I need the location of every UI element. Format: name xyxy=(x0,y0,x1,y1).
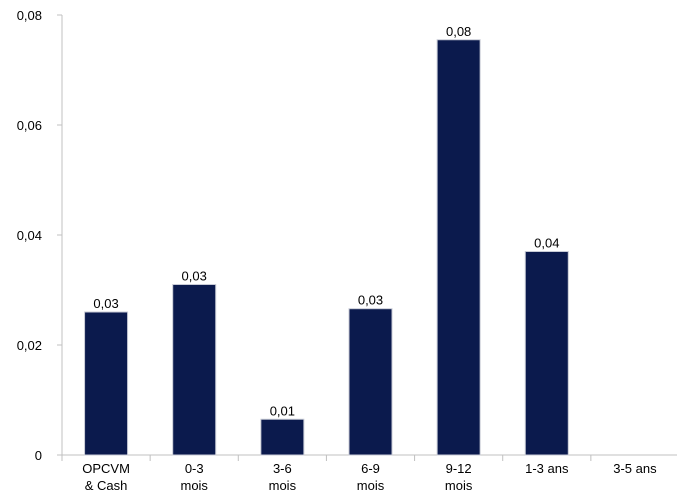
data-label: 0,03 xyxy=(182,269,207,284)
x-category-label: 1-3 ans xyxy=(525,461,569,476)
data-labels: 0,03 0,03 0,01 0,03 0,08 0,04 xyxy=(93,24,559,419)
data-label: 0,01 xyxy=(270,403,295,418)
data-label: 0,03 xyxy=(93,296,118,311)
bar xyxy=(260,418,305,456)
chart-bars xyxy=(84,39,569,456)
x-axis-categories: OPCVM & Cash 0-3 mois 3-6 mois 6-9 mois 9-12 mois… xyxy=(82,461,657,493)
y-axis-ticks: 0 0,02 0,04 0,06 0,08 xyxy=(17,8,62,463)
bar xyxy=(84,311,129,456)
data-label: 0,04 xyxy=(534,236,559,251)
data-label: 0,08 xyxy=(446,24,471,39)
data-label: 0,03 xyxy=(358,293,383,308)
bar xyxy=(524,251,569,456)
x-category-label: OPCVM & Cash xyxy=(82,461,130,493)
bar xyxy=(436,39,481,456)
x-category-label: 0-3 mois xyxy=(180,461,208,493)
x-category-label: 9-12 mois xyxy=(445,461,473,493)
bar xyxy=(172,284,217,456)
x-category-label: 6-9 mois xyxy=(357,461,385,493)
y-tick-label: 0,08 xyxy=(17,8,42,23)
y-tick-label: 0,06 xyxy=(17,118,42,133)
x-category-label: 3-5 ans xyxy=(613,461,657,476)
y-tick-label: 0,04 xyxy=(17,228,42,243)
bar xyxy=(348,308,393,456)
y-tick-label: 0,02 xyxy=(17,338,42,353)
x-category-label: 3-6 mois xyxy=(269,461,297,493)
y-tick-label: 0 xyxy=(35,448,42,463)
